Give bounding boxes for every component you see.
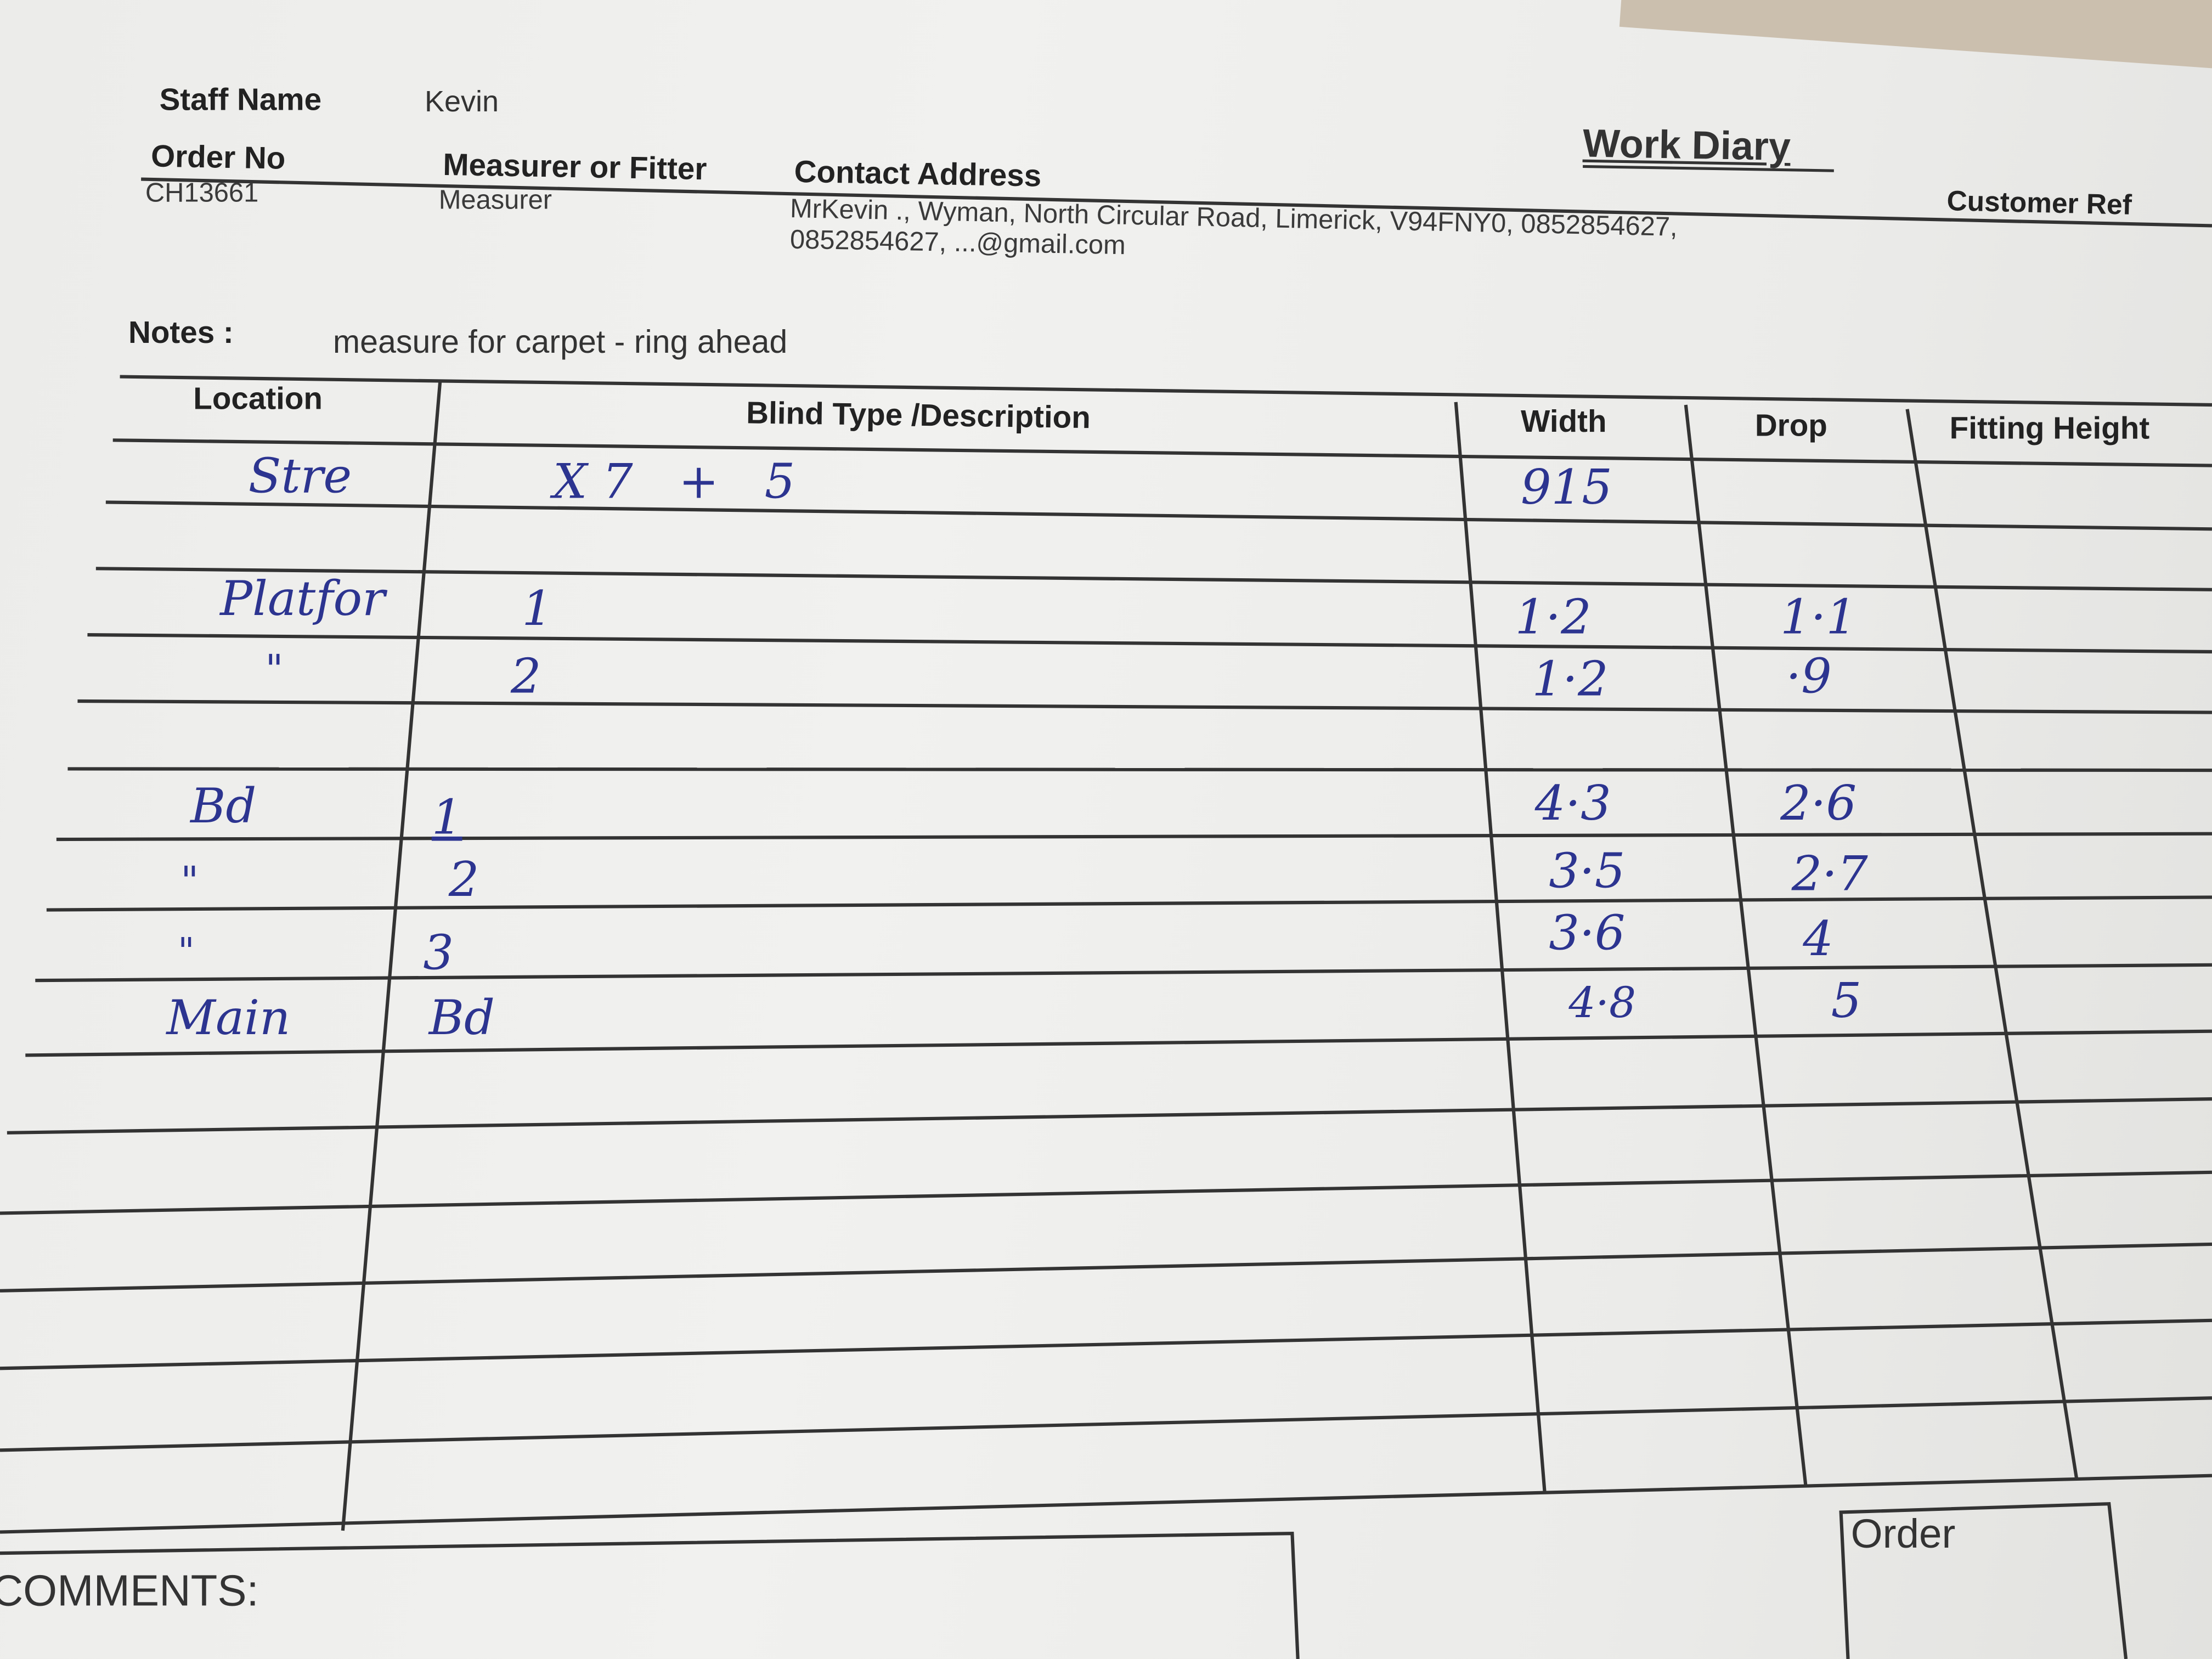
row-line bbox=[77, 699, 2212, 714]
cell-location: Stre bbox=[248, 448, 352, 505]
cell-description: 3 bbox=[423, 925, 454, 982]
cell-location: " bbox=[265, 646, 284, 693]
row-line bbox=[25, 1029, 2212, 1057]
cell-width: 915 bbox=[1520, 460, 1612, 517]
column-divider bbox=[1905, 409, 2079, 1479]
row-line bbox=[0, 1170, 2212, 1215]
row-line bbox=[7, 1097, 2212, 1135]
row-line bbox=[95, 567, 2212, 591]
staff-name-value: Kevin bbox=[424, 86, 499, 119]
column-divider bbox=[1684, 404, 1808, 1486]
cell-drop: ·9 bbox=[1786, 648, 1832, 706]
row-line bbox=[0, 1242, 2212, 1293]
row-line bbox=[0, 1318, 2212, 1370]
table-top-line bbox=[120, 375, 2212, 407]
cell-description: 2 bbox=[510, 648, 541, 706]
column-divider bbox=[1454, 402, 1547, 1493]
staff-name-label: Staff Name bbox=[159, 82, 322, 117]
title-underline bbox=[1583, 165, 1834, 172]
cell-width: 1·2 bbox=[1515, 589, 1592, 646]
row-line bbox=[35, 963, 2212, 983]
cell-location: Bd bbox=[190, 778, 257, 836]
cell-description: 1 bbox=[431, 789, 462, 847]
cell-width: 3·5 bbox=[1549, 843, 1626, 900]
row-line bbox=[0, 1396, 2212, 1452]
comments-box bbox=[0, 1531, 1300, 1659]
customer-ref-label: Customer Ref bbox=[1946, 186, 2132, 222]
row-line bbox=[46, 895, 2212, 912]
order-box bbox=[1839, 1502, 2128, 1659]
role-label: Measurer or Fitter bbox=[442, 146, 707, 187]
row-line bbox=[87, 633, 2212, 654]
notes-label: Notes : bbox=[128, 314, 234, 350]
comments-label: COMMENTS: bbox=[0, 1566, 259, 1616]
order-no-label: Order No bbox=[150, 138, 286, 176]
column-header-width: Width bbox=[1520, 403, 1607, 439]
cell-width: 3·6 bbox=[1549, 905, 1626, 962]
cell-description: X 7 + 5 bbox=[552, 454, 795, 511]
row-line bbox=[105, 500, 2212, 531]
cell-location: " bbox=[177, 931, 195, 974]
column-header-fitting-height: Fitting Height bbox=[1949, 410, 2150, 446]
contact-address-line2: 0852854627, ...@gmail.com bbox=[789, 225, 1126, 262]
role-value: Measurer bbox=[438, 186, 552, 216]
column-header-drop: Drop bbox=[1754, 408, 1827, 443]
cell-drop: 1·1 bbox=[1780, 589, 1857, 646]
cell-location: " bbox=[180, 857, 199, 905]
header-underline bbox=[141, 177, 2212, 228]
cell-description: 1 bbox=[522, 581, 553, 638]
column-header-location: Location bbox=[193, 381, 323, 416]
order-no-value: CH13661 bbox=[145, 179, 259, 209]
header-bottom-line bbox=[112, 438, 2212, 467]
page-title: Work Diary bbox=[1582, 121, 1791, 169]
cell-location: Main bbox=[166, 990, 291, 1047]
cell-drop: 5 bbox=[1831, 973, 1862, 1030]
table-bottom-line bbox=[0, 1474, 2212, 1534]
cell-width: 1·2 bbox=[1532, 651, 1609, 708]
cell-drop: 2·7 bbox=[1791, 846, 1868, 903]
cell-width: 4·3 bbox=[1534, 776, 1611, 833]
cell-drop: 2·6 bbox=[1780, 776, 1857, 833]
column-header-description: Blind Type /Description bbox=[746, 394, 1091, 436]
notes-text: measure for carpet - ring ahead bbox=[332, 323, 788, 360]
row-line bbox=[67, 767, 2212, 772]
contact-label: Contact Address bbox=[794, 154, 1042, 194]
cell-description: Bd bbox=[428, 990, 495, 1047]
row-line bbox=[56, 832, 2212, 842]
column-divider bbox=[341, 381, 442, 1531]
cell-description: 2 bbox=[448, 852, 479, 909]
cell-width: 4·8 bbox=[1568, 979, 1637, 1029]
order-label: Order bbox=[1850, 1512, 1956, 1558]
cell-location: Platfor bbox=[220, 571, 385, 628]
cell-drop: 4 bbox=[1803, 911, 1833, 968]
